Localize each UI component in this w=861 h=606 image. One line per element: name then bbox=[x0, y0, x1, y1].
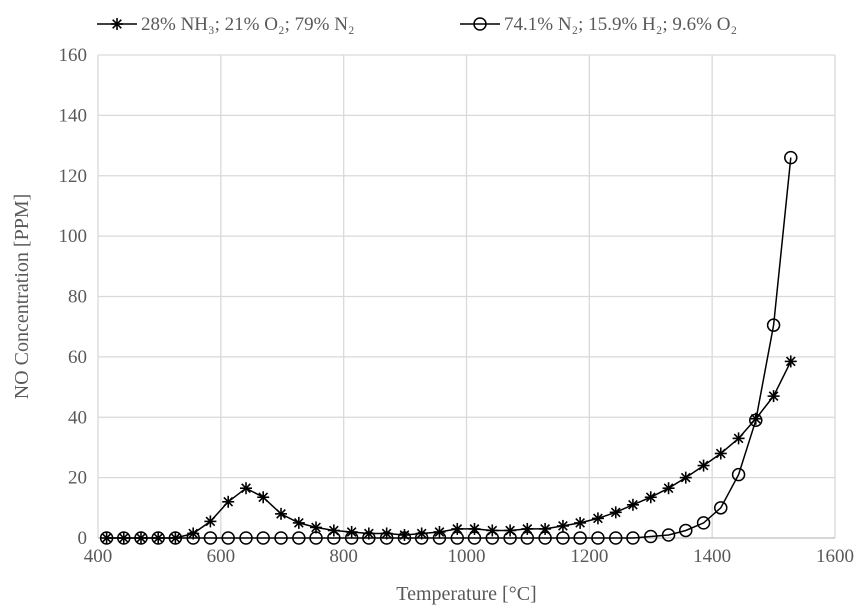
data-point bbox=[785, 355, 797, 367]
y-tick-label: 80 bbox=[68, 287, 87, 308]
data-point bbox=[698, 460, 710, 472]
data-point bbox=[627, 499, 639, 511]
data-point bbox=[398, 529, 410, 541]
legend-marker-asterisk-icon bbox=[111, 18, 123, 30]
data-point bbox=[680, 472, 692, 484]
y-axis-title: NO Concentration [PPM] bbox=[11, 194, 33, 400]
y-tick-label: 160 bbox=[59, 45, 88, 66]
data-point bbox=[592, 512, 604, 524]
data-point bbox=[715, 447, 727, 459]
y-tick-label: 100 bbox=[59, 226, 88, 247]
data-point bbox=[645, 491, 657, 503]
x-tick-label: 1000 bbox=[448, 546, 486, 567]
series-1 bbox=[101, 355, 797, 544]
data-point bbox=[240, 482, 252, 494]
x-tick-label: 600 bbox=[207, 546, 236, 567]
legend-item-1: 28% NH₃; 21% O₂; 79% N₂ bbox=[97, 14, 355, 35]
x-tick-label: 1200 bbox=[570, 546, 608, 567]
y-tick-label: 60 bbox=[68, 347, 87, 368]
x-tick-label: 400 bbox=[84, 546, 113, 567]
legend-label: 28% NH₃; 21% O₂; 79% N₂ bbox=[141, 14, 355, 35]
x-tick-label: 1600 bbox=[816, 546, 854, 567]
series-layer bbox=[101, 152, 797, 544]
legend: 28% NH₃; 21% O₂; 79% N₂ 74.1% N₂; 15.9% H… bbox=[97, 14, 737, 35]
series-1-line bbox=[107, 361, 791, 538]
data-point bbox=[275, 508, 287, 520]
legend-item-2: 74.1% N₂; 15.9% H₂; 9.6% O₂ bbox=[460, 14, 737, 35]
y-tick-label: 40 bbox=[68, 407, 87, 428]
grid-lines bbox=[98, 55, 835, 538]
x-axis-title: Temperature [°C] bbox=[396, 583, 536, 605]
y-tick-label: 120 bbox=[59, 166, 88, 187]
data-point bbox=[222, 496, 234, 508]
x-tick-label: 1400 bbox=[693, 546, 731, 567]
data-point bbox=[768, 390, 780, 402]
y-tick-label: 140 bbox=[59, 105, 88, 126]
data-point bbox=[733, 432, 745, 444]
data-point bbox=[663, 482, 675, 494]
series-2 bbox=[101, 152, 797, 544]
data-point bbox=[557, 520, 569, 532]
legend-label: 74.1% N₂; 15.9% H₂; 9.6% O₂ bbox=[504, 14, 737, 35]
x-tick-label: 800 bbox=[329, 546, 358, 567]
data-point bbox=[293, 517, 305, 529]
data-point bbox=[204, 515, 216, 527]
y-tick-label: 20 bbox=[68, 468, 87, 489]
data-point bbox=[257, 491, 269, 503]
data-point bbox=[574, 517, 586, 529]
data-point bbox=[610, 506, 622, 518]
